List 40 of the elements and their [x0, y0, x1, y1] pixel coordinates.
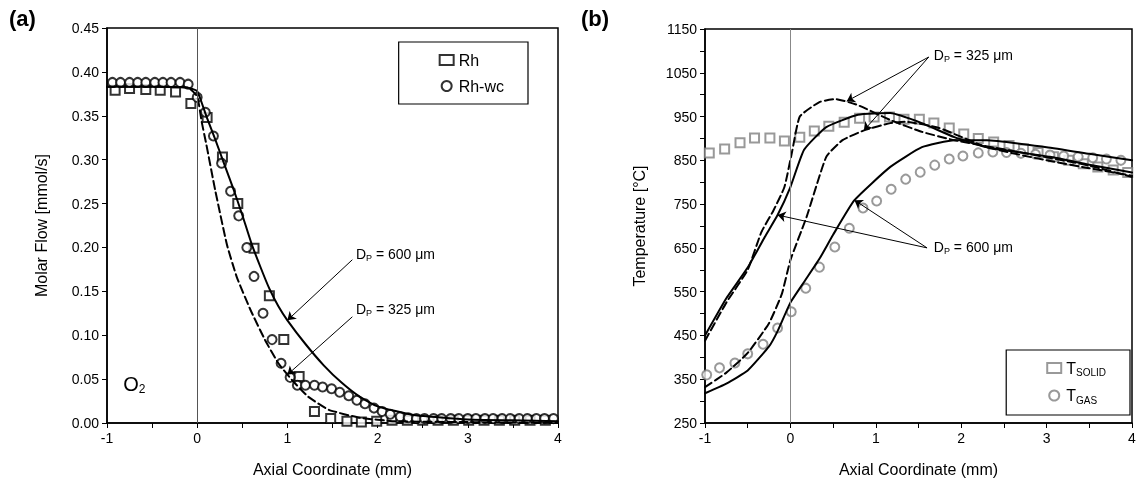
y-tick-label: 650	[673, 239, 698, 256]
x-tick-label: 2	[957, 430, 966, 446]
y-tick-label: 950	[673, 108, 698, 125]
y-tick-label: 750	[673, 196, 698, 213]
y-tick-label: 450	[673, 327, 698, 344]
y-tick-label: 0.00	[71, 415, 100, 431]
x-tick-label: 0	[786, 430, 795, 446]
y-tick-label: 250	[673, 415, 698, 431]
y-tick-label: 0.05	[71, 371, 100, 388]
x-axis-title: Axial Coordinate (mm)	[252, 460, 413, 478]
y-tick-label: 850	[673, 152, 698, 169]
y-tick-label: 0.35	[71, 107, 100, 124]
y-tick-label: 1050	[665, 64, 698, 81]
x-tick-label: 4	[1128, 430, 1137, 446]
x-tick-label: 0	[193, 430, 202, 446]
y-tick-label: 0.15	[71, 283, 100, 300]
y-tick-label: 350	[673, 371, 698, 388]
x-tick-label: 1	[283, 430, 292, 446]
y-axis-title: Molar Flow [mmol/s]	[32, 153, 50, 298]
x-tick-label: -1	[698, 430, 712, 446]
x-tick-label: 2	[373, 430, 382, 446]
x-tick-label: -1	[100, 430, 114, 446]
x-tick-label: 4	[554, 430, 563, 446]
y-axis-title: Temperature [°C]	[630, 165, 648, 287]
legend-label: Rh-wc	[458, 77, 505, 95]
x-tick-label: 3	[463, 430, 472, 446]
x-tick-label: 3	[1042, 430, 1051, 446]
x-tick-label: 1	[871, 430, 880, 446]
y-tick-label: 0.25	[71, 195, 100, 212]
y-tick-label: 550	[673, 283, 698, 300]
chart-title: (a)	[9, 5, 36, 31]
legend-label: Rh	[458, 51, 480, 69]
y-tick-label: 0.40	[71, 63, 100, 80]
x-axis-title: Axial Coordinate (mm)	[838, 460, 999, 478]
y-tick-label: 0.10	[71, 327, 100, 344]
y-tick-label: 0.45	[71, 20, 100, 36]
chart-title: (b)	[581, 5, 610, 31]
y-tick-label: 0.30	[71, 151, 100, 168]
y-tick-label: 1150	[666, 21, 698, 37]
y-tick-label: 0.20	[71, 239, 100, 256]
